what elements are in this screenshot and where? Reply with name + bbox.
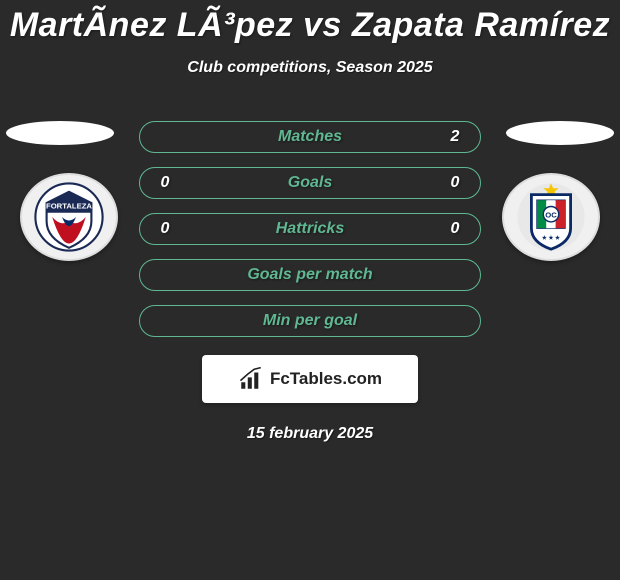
club-badge-left: FORTALEZA	[20, 173, 118, 261]
stat-label: Goals	[176, 174, 444, 192]
stat-value-left: 0	[154, 220, 176, 238]
stat-label: Matches	[176, 128, 444, 146]
stat-value-right: 0	[444, 220, 466, 238]
player-slot-right-ellipse	[506, 121, 614, 145]
stat-row: ·Min per goal·	[139, 305, 481, 337]
stat-label: Hattricks	[176, 220, 444, 238]
stat-label: Min per goal	[176, 312, 444, 330]
main-area: FORTALEZA OC ★ ★ ★	[0, 121, 620, 443]
page-title: MartÃ­nez LÃ³pez vs Zapata Ramírez	[0, 6, 620, 45]
stat-row: ·Matches2	[139, 121, 481, 153]
bar-chart-icon	[238, 366, 264, 392]
stat-row: 0Goals0	[139, 167, 481, 199]
stat-row: ·Goals per match·	[139, 259, 481, 291]
brand-label: FcTables.com	[270, 369, 382, 389]
comparison-card: MartÃ­nez LÃ³pez vs Zapata Ramírez Club …	[0, 0, 620, 443]
stat-value-left: 0	[154, 174, 176, 192]
fortaleza-crest-icon: FORTALEZA	[34, 182, 104, 252]
svg-text:OC: OC	[545, 211, 557, 220]
date-line: 15 february 2025	[0, 425, 620, 443]
player-slot-left-ellipse	[6, 121, 114, 145]
svg-text:FORTALEZA: FORTALEZA	[46, 202, 92, 211]
stat-value-right: 2	[444, 128, 466, 146]
club-badge-right: OC ★ ★ ★	[502, 173, 600, 261]
svg-text:★ ★ ★: ★ ★ ★	[542, 234, 561, 241]
once-caldas-crest-icon: OC ★ ★ ★	[516, 182, 586, 252]
stat-row: 0Hattricks0	[139, 213, 481, 245]
stat-value-right: 0	[444, 174, 466, 192]
stat-rows: ·Matches20Goals00Hattricks0·Goals per ma…	[139, 121, 481, 337]
stat-label: Goals per match	[176, 266, 444, 284]
subtitle: Club competitions, Season 2025	[0, 59, 620, 77]
brand-box[interactable]: FcTables.com	[202, 355, 418, 403]
